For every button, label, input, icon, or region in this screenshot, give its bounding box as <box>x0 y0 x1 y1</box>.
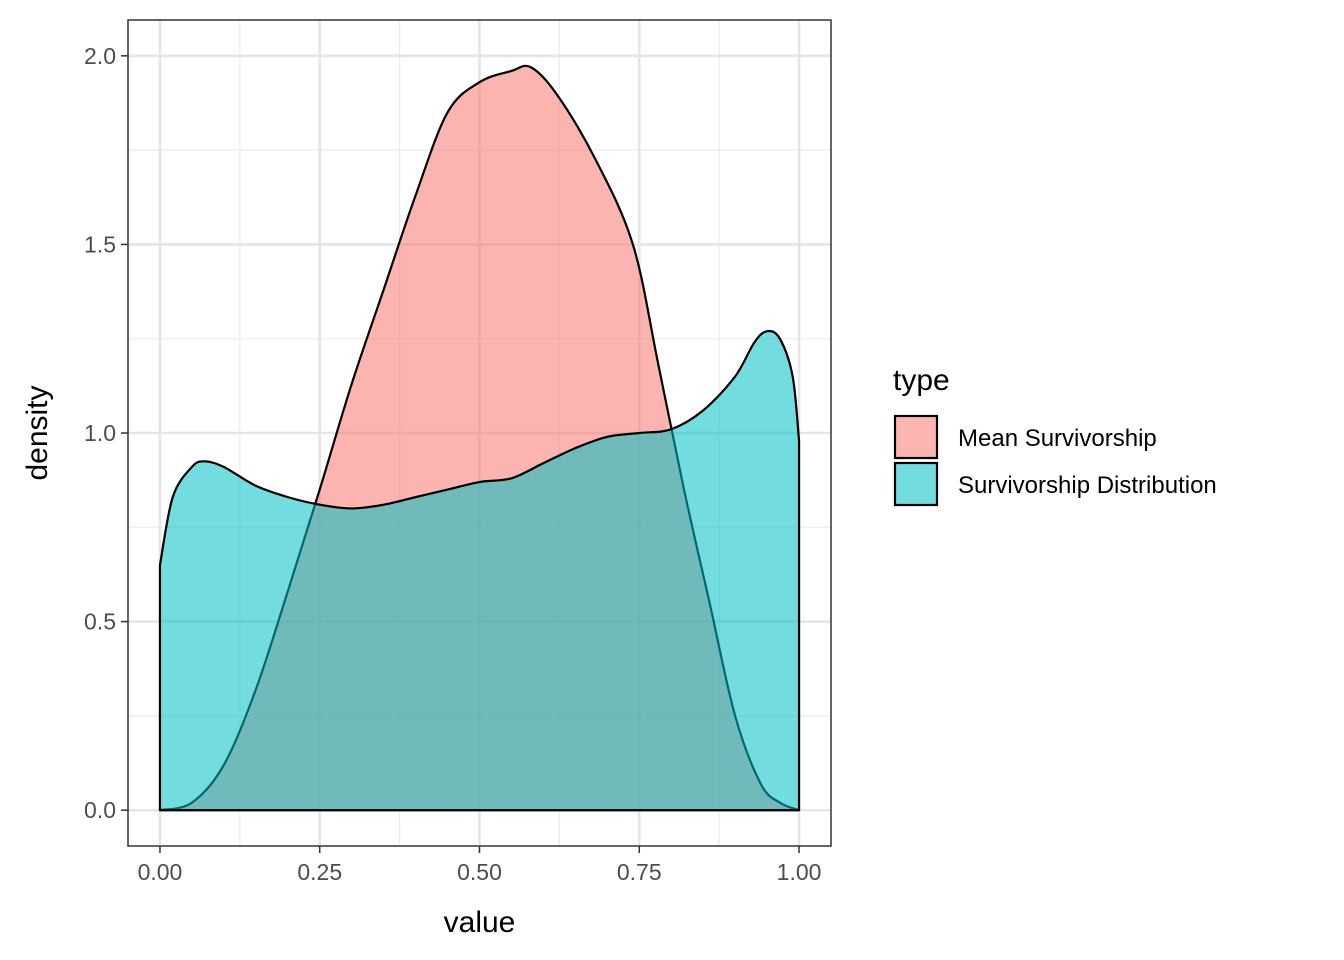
y-tick-label: 0.0 <box>84 797 116 823</box>
legend-label: Survivorship Distribution <box>958 472 1217 499</box>
y-tick-label: 0.5 <box>84 609 116 635</box>
density-area-survivorship-distribution <box>158 329 801 812</box>
x-tick-label: 0.25 <box>297 859 342 885</box>
legend-label: Mean Survivorship <box>958 425 1157 452</box>
legend-title: type <box>893 364 950 397</box>
legend-key-swatch <box>893 461 939 507</box>
legend: type Mean Survivorship Survivorship Distr… <box>893 364 1217 507</box>
x-axis-title: value <box>444 906 516 939</box>
x-tick-label: 0.75 <box>617 859 662 885</box>
y-tick-label: 2.0 <box>84 43 116 69</box>
y-axis-title: density <box>21 385 54 480</box>
y-axis: 0.0 0.5 1.0 1.5 2.0 <box>84 43 128 823</box>
density-areas <box>158 64 801 812</box>
y-tick-label: 1.0 <box>84 420 116 446</box>
x-axis: 0.00 0.25 0.50 0.75 1.00 <box>138 846 822 885</box>
legend-key-swatch <box>893 414 939 460</box>
x-tick-label: 1.00 <box>777 859 822 885</box>
x-tick-label: 0.50 <box>457 859 502 885</box>
y-tick-label: 1.5 <box>84 231 116 257</box>
x-tick-label: 0.00 <box>138 859 183 885</box>
legend-items: Mean Survivorship Survivorship Distributi… <box>893 414 1217 507</box>
